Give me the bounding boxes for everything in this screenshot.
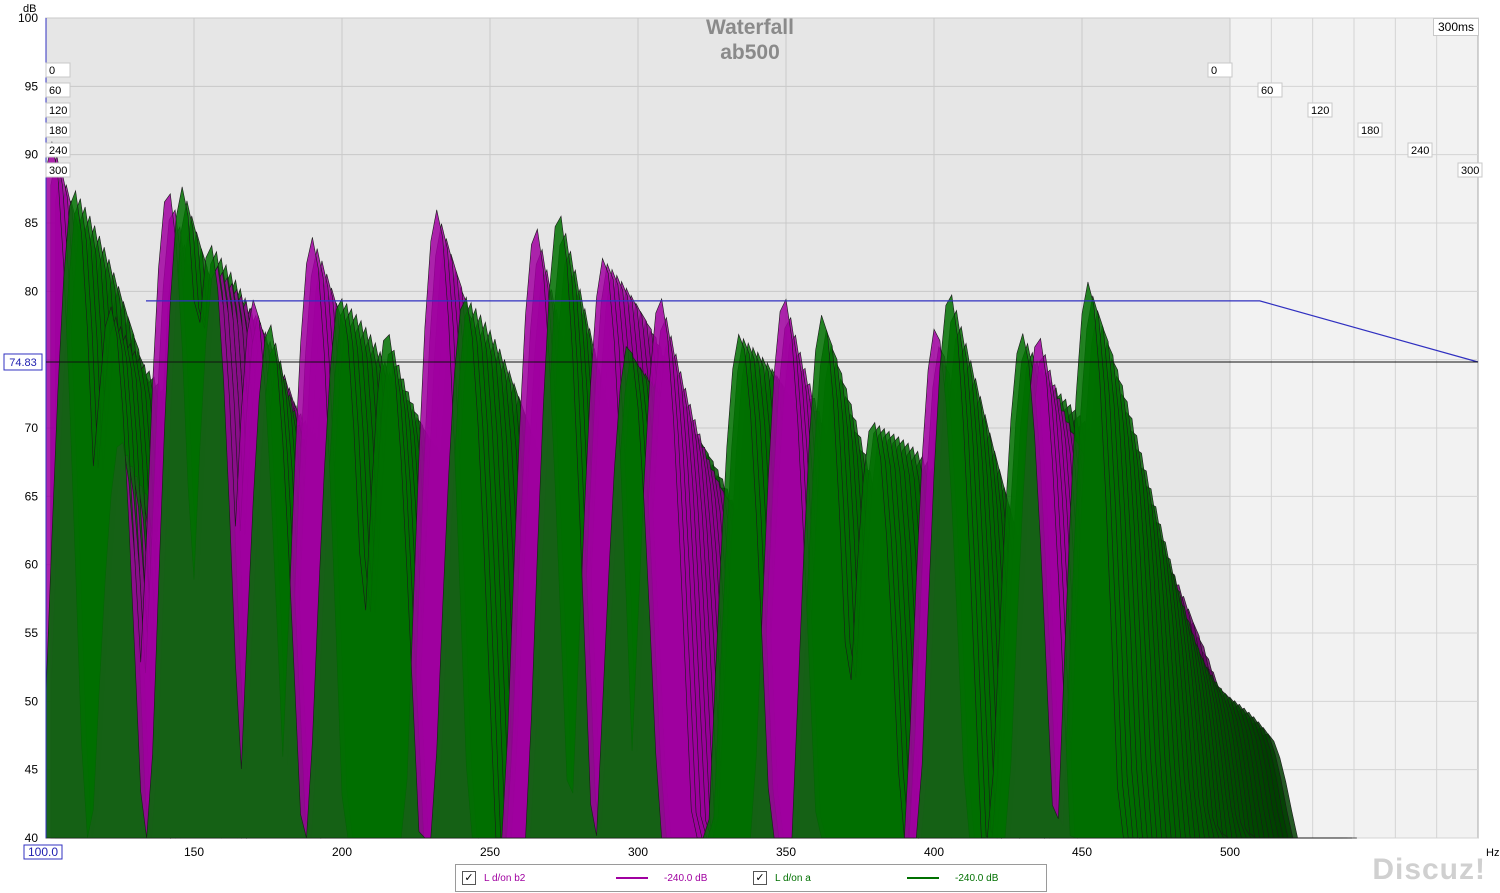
time-slice-label-diagonal: 0 <box>1211 65 1217 77</box>
legend-label-a: L d/on a <box>775 872 811 884</box>
x-tick-label: 400 <box>924 845 944 859</box>
x-tick-label: 300 <box>628 845 648 859</box>
chart-title: Waterfall <box>706 16 794 39</box>
y-tick-label: 100 <box>18 11 38 25</box>
y-unit-label: dB <box>23 3 36 15</box>
time-slice-label-diagonal: 240 <box>1411 145 1429 157</box>
y-tick-label: 60 <box>25 558 39 572</box>
y-tick-label: 95 <box>25 79 39 93</box>
legend-checkbox-a[interactable]: ✓ <box>753 871 767 885</box>
x-tick-label: 500 <box>1220 845 1240 859</box>
waterfall-slice-a <box>45 186 1171 839</box>
time-slice-label-left: 120 <box>49 105 67 117</box>
cursor-value-label: 74.83 <box>9 357 37 369</box>
time-slice-label-diagonal: 60 <box>1261 85 1273 97</box>
time-slice-box-left <box>45 142 71 158</box>
time-slice-box-left <box>45 102 71 118</box>
y-tick-label: 85 <box>25 216 39 230</box>
watermark-logo: Discuz! <box>1372 853 1486 886</box>
y-tick-label: 45 <box>25 763 39 777</box>
legend-swatch-b2 <box>616 877 648 879</box>
time-slice-label-left: 180 <box>49 125 67 137</box>
reference-line <box>146 300 1479 363</box>
x-tick-label: 350 <box>776 845 796 859</box>
y-tick-label: 50 <box>25 694 39 708</box>
x-tick-label: 200 <box>332 845 352 859</box>
legend-checkbox-b2[interactable]: ✓ <box>462 871 476 885</box>
cursor-value-box <box>3 353 43 371</box>
x-start-box <box>23 844 63 860</box>
time-slice-label-diagonal: 300 <box>1461 165 1479 177</box>
time-slice-label-left: 240 <box>49 145 67 157</box>
time-slice-box-left <box>45 82 71 98</box>
time-slice-box-diagonal <box>1257 82 1283 98</box>
y-tick-label: 90 <box>25 148 39 162</box>
legend-value-a: -240.0 dB <box>955 872 999 884</box>
time-slice-label-left: 300 <box>49 165 67 177</box>
time-slice-box-left <box>45 122 71 138</box>
legend-item-a[interactable]: ✓ L d/on a -240.0 dB <box>753 870 1037 886</box>
legend: ✓ L d/on b2 -240.0 dB ✓ L d/on a -240.0 … <box>455 864 1047 892</box>
x-tick-label: 100.0 <box>28 845 58 859</box>
time-slice-label-diagonal: 180 <box>1361 125 1379 137</box>
time-slice-label-diagonal: 120 <box>1311 105 1329 117</box>
x-unit-label: Hz <box>1486 847 1499 859</box>
legend-swatch-a <box>907 877 939 879</box>
time-slice-box-diagonal <box>1357 122 1383 138</box>
legend-value-b2: -240.0 dB <box>664 872 708 884</box>
time-slice-box-left <box>45 62 71 78</box>
y-tick-label: 40 <box>25 831 39 845</box>
x-tick-label: 450 <box>1072 845 1092 859</box>
time-slice-box-diagonal <box>1207 62 1233 78</box>
x-tick-label: 150 <box>184 845 204 859</box>
y-tick-label: 55 <box>25 626 39 640</box>
time-slice-box-diagonal <box>1457 162 1483 178</box>
legend-item-b2[interactable]: ✓ L d/on b2 -240.0 dB <box>462 870 746 886</box>
legend-label-b2: L d/on b2 <box>484 872 526 884</box>
time-window-label: 300ms <box>1432 18 1479 36</box>
time-slice-label-left: 60 <box>49 85 61 97</box>
time-slice-box-left <box>45 162 71 178</box>
y-tick-label: 70 <box>25 421 39 435</box>
time-slice-box-diagonal <box>1407 142 1433 158</box>
time-slice-label-left: 0 <box>49 65 55 77</box>
x-tick-label: 250 <box>480 845 500 859</box>
y-tick-label: 65 <box>25 489 39 503</box>
y-tick-label: 80 <box>25 284 39 298</box>
time-slice-box-diagonal <box>1307 102 1333 118</box>
chart-subtitle: ab500 <box>720 41 780 64</box>
